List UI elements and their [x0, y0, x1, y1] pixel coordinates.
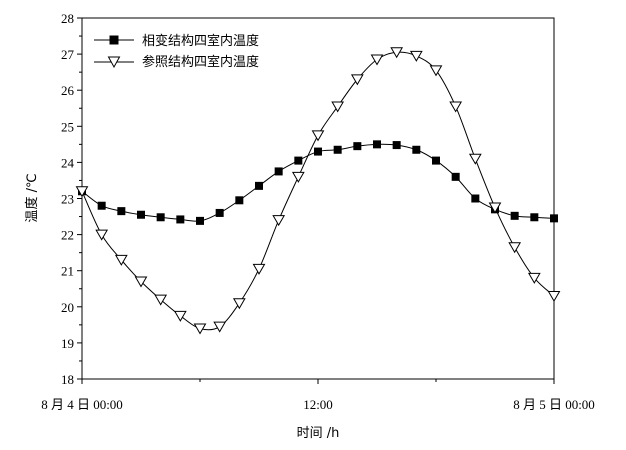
data-point: [432, 156, 440, 165]
y-tick-label: 18: [61, 372, 74, 387]
legend: 相变结构四室内温度 参照结构四室内温度: [94, 33, 259, 70]
data-point: [154, 294, 168, 306]
data-point: [471, 194, 480, 203]
data-point: [176, 215, 185, 224]
data-point: [75, 186, 89, 198]
y-tick-label: 22: [61, 228, 74, 243]
data-point: [156, 213, 165, 222]
data-point: [196, 216, 204, 225]
legend-marker-series-1: [109, 35, 119, 45]
data-point: [193, 323, 207, 335]
data-point: [468, 153, 482, 165]
data-point: [97, 201, 106, 210]
data-point: [373, 140, 381, 149]
data-point: [291, 171, 305, 183]
legend-label-series-1: 相变结构四室内温度: [142, 33, 259, 49]
data-point: [429, 65, 443, 77]
y-tick-label: 20: [61, 300, 74, 315]
data-point: [314, 147, 322, 156]
data-point: [370, 54, 384, 66]
data-point: [392, 141, 401, 150]
data-point: [311, 130, 325, 142]
data-point: [350, 74, 364, 86]
y-tick-label: 26: [61, 83, 75, 98]
data-point: [235, 196, 244, 205]
y-tick-label: 25: [61, 119, 74, 134]
legend-label-series-2: 参照结构四室内温度: [142, 54, 259, 70]
data-point: [134, 276, 148, 288]
data-point: [117, 207, 126, 216]
data-point: [353, 142, 362, 151]
y-tick-label: 23: [61, 192, 74, 207]
legend-marker-series-2: [107, 56, 121, 69]
y-tick-label: 21: [61, 264, 74, 279]
y-axis-title: 温度 /℃: [24, 173, 40, 222]
data-point: [114, 254, 128, 266]
data-point: [255, 181, 263, 190]
data-point: [215, 208, 224, 217]
data-point: [550, 214, 558, 223]
y-tick-label: 19: [61, 336, 74, 351]
data-point: [530, 213, 539, 222]
data-point: [137, 210, 145, 219]
data-point: [95, 229, 109, 241]
y-axis: 18 19 20 21 22 23 24 25 26 27 28: [61, 11, 82, 387]
y-tick-label: 27: [61, 47, 75, 62]
y-tick-label: 28: [61, 11, 74, 26]
data-point: [508, 242, 522, 254]
data-point: [173, 310, 187, 322]
x-tick-label: 12:00: [303, 397, 333, 412]
plot-frame: [81, 17, 555, 380]
data-point: [274, 167, 283, 176]
x-tick-label: 8 月 5 日 00:00: [513, 397, 595, 412]
data-point: [409, 50, 423, 62]
data-point: [412, 145, 421, 154]
data-point: [451, 172, 460, 181]
series-1: [78, 140, 558, 225]
series-1-line: [81, 143, 555, 222]
data-point: [252, 263, 266, 275]
data-point: [449, 101, 463, 113]
data-point: [510, 211, 519, 220]
data-point: [488, 202, 502, 214]
data-point: [333, 145, 342, 154]
x-tick-label: 8 月 4 日 00:00: [41, 397, 123, 412]
data-point: [527, 272, 541, 284]
data-point: [547, 290, 561, 302]
data-point: [232, 298, 246, 310]
x-axis: 8 月 4 日 00:00 12:00 8 月 5 日 00:00: [41, 379, 595, 412]
x-axis-title: 时间 /h: [297, 426, 340, 441]
data-point: [272, 215, 286, 227]
data-point: [331, 101, 345, 113]
series-2: [75, 47, 561, 335]
series-layer: [75, 47, 561, 335]
data-point: [213, 321, 227, 333]
y-tick-label: 24: [61, 155, 75, 170]
data-point: [390, 47, 404, 59]
series-2-line: [81, 51, 555, 331]
data-point: [294, 156, 303, 165]
